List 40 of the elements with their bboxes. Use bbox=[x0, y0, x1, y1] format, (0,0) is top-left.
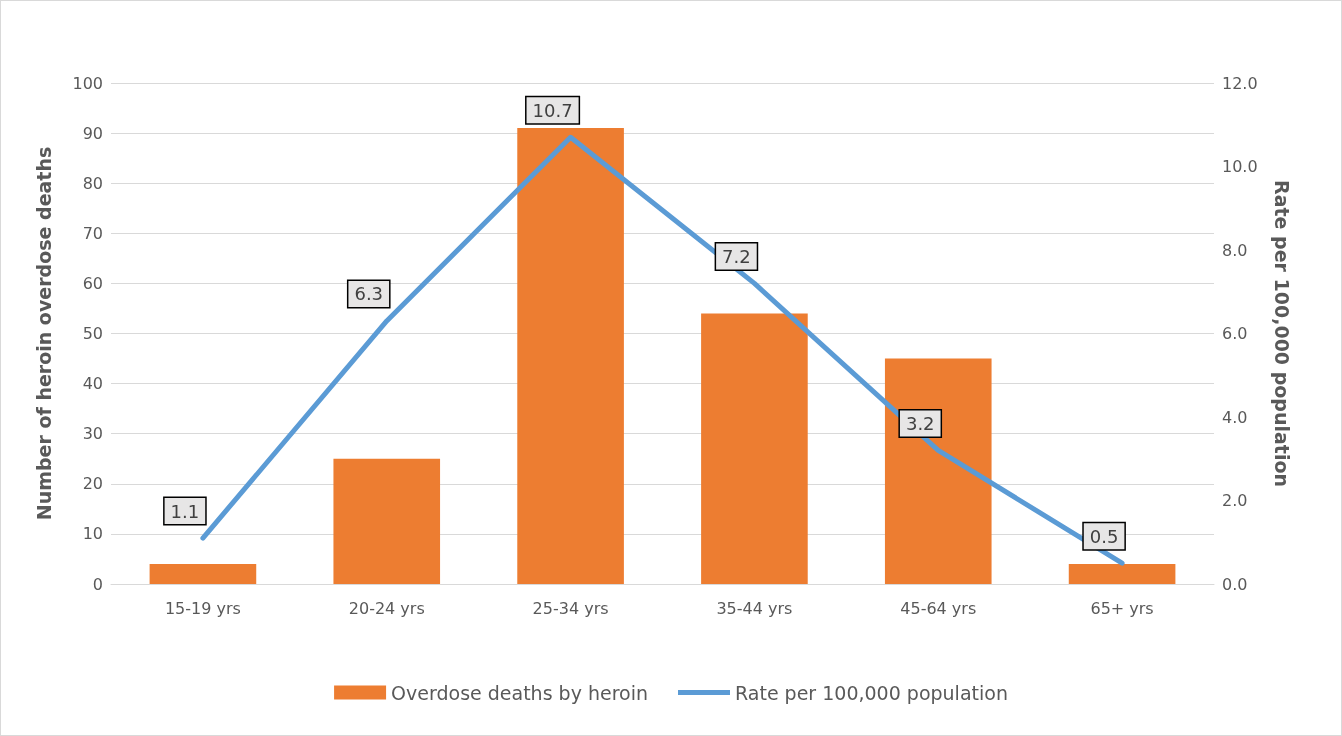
bar bbox=[333, 458, 441, 584]
y2-tick-label: 10.0 bbox=[1222, 157, 1258, 176]
y2-tick-label: 6.0 bbox=[1222, 324, 1248, 343]
bar bbox=[517, 128, 624, 584]
y-tick-label: 100 bbox=[72, 73, 103, 93]
y-tick-label: 60 bbox=[82, 273, 103, 293]
x-tick-label: 35-44 yrs bbox=[716, 598, 793, 618]
y-tick-label: 40 bbox=[82, 374, 103, 394]
bar bbox=[149, 563, 257, 584]
y2-tick-label: 8.0 bbox=[1222, 240, 1248, 260]
y2-tick-label: 12.0 bbox=[1222, 73, 1258, 93]
y-tick-label: 70 bbox=[82, 223, 103, 243]
data-label: 0.5 bbox=[1089, 525, 1119, 547]
y2-axis-title: Rate per 100,000 population bbox=[1270, 180, 1293, 487]
legend-label: Overdose deaths by heroin bbox=[391, 681, 648, 704]
bar bbox=[1068, 563, 1176, 584]
y-tick-label: 50 bbox=[82, 324, 103, 343]
y2-tick-label: 4.0 bbox=[1222, 407, 1248, 427]
bar bbox=[884, 358, 992, 584]
y-axis-title: Number of heroin overdose deaths bbox=[32, 146, 55, 521]
x-tick-label: 65+ yrs bbox=[1090, 598, 1154, 618]
x-tick-label: 15-19 yrs bbox=[164, 598, 241, 618]
y-tick-label: 80 bbox=[82, 173, 103, 193]
x-tick-label: 25-34 yrs bbox=[532, 598, 609, 618]
y2-tick-label: 0.0 bbox=[1222, 574, 1248, 594]
y-tick-label: 10 bbox=[82, 524, 103, 544]
x-tick-label: 45-64 yrs bbox=[900, 598, 977, 618]
x-tick-label: 20-24 yrs bbox=[348, 598, 425, 618]
y-tick-label: 30 bbox=[82, 424, 103, 444]
y-tick-label: 90 bbox=[82, 123, 103, 143]
bar bbox=[701, 313, 808, 584]
data-label: 1.1 bbox=[170, 500, 200, 522]
data-label: 3.2 bbox=[905, 412, 935, 434]
legend-label: Rate per 100,000 population bbox=[735, 681, 1008, 704]
data-label: 10.7 bbox=[532, 99, 573, 121]
data-label: 6.3 bbox=[354, 283, 384, 305]
data-label: 7.2 bbox=[722, 245, 751, 267]
y-tick-label: 20 bbox=[82, 474, 103, 494]
y-tick-label: 0 bbox=[92, 574, 103, 594]
y2-tick-label: 2.0 bbox=[1222, 491, 1248, 510]
